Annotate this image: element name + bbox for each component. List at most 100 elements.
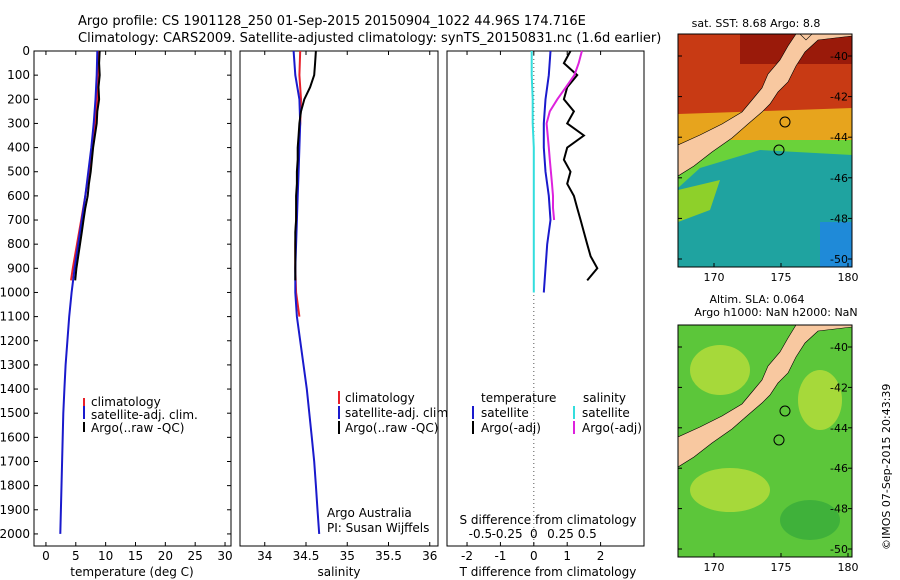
depth-tick-label: 1300: [0, 358, 30, 372]
x-tick-label: 36: [422, 549, 437, 563]
lat-tick-label: -46: [830, 462, 848, 475]
x-tick-label: 0: [530, 549, 538, 563]
salinity-x-axis: 34 34.5 35 35.5 36: [257, 51, 437, 563]
sst-field: [678, 34, 852, 267]
x-tick-label: -2: [461, 549, 473, 563]
s-difference-xlabel: S difference from climatology: [460, 513, 637, 527]
depth-tick-label: 1200: [0, 334, 30, 348]
difference-x-axis: -2 -1 0 1 2: [461, 51, 604, 563]
argo-position-circle: [779, 116, 791, 128]
sla-high-patch-2: [798, 370, 842, 430]
legend-label-climatology: climatology: [91, 395, 161, 409]
sla-map: Altim. SLA: 0.064 Argo h1000: NaN h2000:…: [677, 293, 859, 574]
depth-tick-label: 1700: [0, 454, 30, 468]
salinity-legend: climatology satellite-adj. clim. Argo(..…: [338, 391, 452, 435]
legend-header-salinity: salinity: [583, 391, 626, 405]
x-tick-label: 15: [128, 549, 143, 563]
depth-tick-label: 900: [7, 261, 30, 275]
depth-tick-label: 1800: [0, 479, 30, 493]
difference-axes: [446, 50, 645, 547]
argo-position-circle: [779, 405, 791, 417]
lat-tick-label: -42: [830, 381, 848, 394]
temperature-legend: climatology satellite-adj. clim. Argo(..…: [83, 395, 198, 435]
s-difference-tick-labels: -0.5 -0.25 0 0.25 0.5: [469, 527, 597, 541]
depth-tick-label: 1400: [0, 382, 30, 396]
x-tick-label: 25: [188, 549, 203, 563]
depth-tick-label: 100: [7, 68, 30, 82]
sst-map-lat-axis: -40 -42 -44 -46 -48 -50: [678, 50, 852, 266]
t-diff-argo-line: [562, 50, 599, 282]
sst-map-title: sat. SST: 8.68 Argo: 8.8: [692, 17, 821, 30]
lon-tick-label: 180: [838, 561, 859, 574]
legend-label-satellite: satellite-adj. clim.: [91, 408, 198, 422]
sst-front-green: [678, 140, 852, 188]
x-tick-label: 1: [563, 549, 571, 563]
legend-label-argo: Argo(..raw -QC): [345, 421, 438, 435]
argo-line: [74, 50, 101, 281]
temperature-x-axis: 0 5 10 15 20 25 30: [42, 51, 233, 563]
depth-tick-label: 700: [7, 213, 30, 227]
s-tick-label: -0.25: [492, 527, 523, 541]
depth-tick-label: 600: [7, 189, 30, 203]
depth-tick-label: 1900: [0, 503, 30, 517]
sla-map-lon-axis: 170 175 180: [704, 553, 859, 574]
depth-tick-label: 800: [7, 237, 30, 251]
difference-legend: temperature salinity satellite Argo(-adj…: [472, 391, 642, 435]
lat-tick-label: -50: [830, 253, 848, 266]
x-tick-label: 0: [42, 549, 50, 563]
salinity-xlabel: salinity: [317, 565, 360, 579]
depth-tick-label: 500: [7, 165, 30, 179]
legend-label-temperature-argo: Argo(-adj): [481, 421, 541, 435]
legend-label-salinity-satellite: satellite: [582, 406, 630, 420]
s-tick-label: 0.5: [578, 527, 597, 541]
imos-credit: ©IMOS 07-Sep-2015 20:43:39: [880, 384, 893, 550]
legend-header-temperature: temperature: [481, 391, 556, 405]
x-tick-label: 10: [98, 549, 113, 563]
legend-label-temperature-satellite: satellite: [481, 406, 529, 420]
sla-map-title2: Argo h1000: NaN h2000: NaN: [694, 306, 857, 319]
x-tick-label: 34: [257, 549, 272, 563]
lat-tick-label: -48: [830, 212, 848, 225]
sst-deep-patch: [820, 222, 852, 267]
satellite-clim-line: [292, 50, 321, 534]
legend-label-climatology: climatology: [345, 391, 415, 405]
x-tick-label: 35: [340, 549, 355, 563]
sla-map-frame: [677, 324, 853, 558]
x-tick-label: 35.5: [375, 549, 402, 563]
lon-tick-label: 180: [838, 271, 859, 284]
difference-panel: -2 -1 0 1 2 -0.5 -0.25 0 0.25 0.5 temperature sa…: [446, 50, 645, 579]
s-diff-satellite-line: [530, 51, 535, 293]
sst-map-lon-axis: 170 175 180: [704, 263, 859, 284]
temperature-series: [59, 50, 101, 534]
s-tick-label: -0.5: [469, 527, 492, 541]
legend-label-argo: Argo(..raw -QC): [91, 421, 184, 435]
lat-tick-label: -46: [830, 172, 848, 185]
depth-tick-label: 2000: [0, 527, 30, 541]
lat-tick-label: -50: [830, 543, 848, 556]
lat-tick-label: -40: [830, 50, 848, 63]
depth-tick-label: 300: [7, 116, 30, 130]
sla-map-title1: Altim. SLA: 0.064: [709, 293, 804, 306]
sla-low-patch: [780, 500, 840, 540]
depth-tick-label: 1000: [0, 285, 30, 299]
salinity-axes: [239, 50, 439, 547]
north-island-land: [799, 34, 813, 41]
x-tick-label: 2: [597, 549, 605, 563]
argo-profile-circle: [773, 144, 785, 156]
south-island-land: [678, 325, 852, 468]
temperature-axes: [33, 50, 232, 547]
sst-front-patch: [678, 180, 720, 222]
depth-tick-label: 1600: [0, 430, 30, 444]
lat-tick-label: -48: [830, 503, 848, 516]
t-difference-xlabel: T difference from climatology: [459, 565, 637, 579]
s-diff-argo-line: [545, 50, 583, 221]
south-island-land: [678, 34, 852, 177]
sla-high-patch-3: [690, 468, 770, 512]
depth-tick-label: 1100: [0, 310, 30, 324]
sst-map-frame: [677, 33, 853, 268]
lon-tick-label: 170: [704, 561, 725, 574]
difference-series: [530, 50, 599, 293]
lat-tick-label: -44: [830, 131, 848, 144]
t-diff-satellite-line: [542, 50, 552, 293]
